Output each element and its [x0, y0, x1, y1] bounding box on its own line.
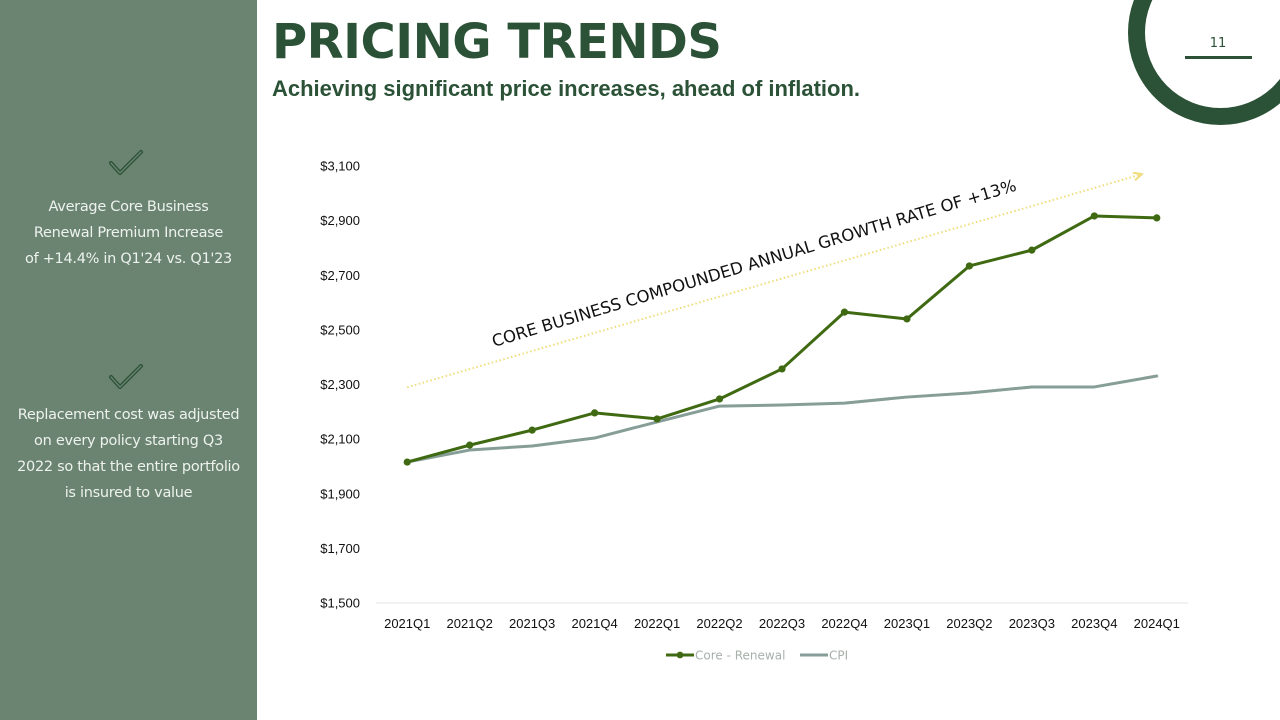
- y-axis: $1,500 $1,700 $1,900 $2,100 $2,300 $2,500 $2,7…: [320, 159, 360, 611]
- legend-label-cpi: CPI: [829, 649, 848, 663]
- page-number: 11: [1209, 36, 1227, 51]
- core-renewal-point: [591, 409, 599, 417]
- checkmark-icon: [109, 364, 143, 389]
- note-line: 2022 so that the entire portfolio: [17, 459, 240, 475]
- y-tick-label: $1,500: [320, 596, 360, 611]
- core-renewal-point: [778, 365, 786, 373]
- sidebar-note-premium-increase: Average Core Business Renewal Premium In…: [10, 194, 247, 272]
- note-line: is insured to value: [64, 485, 193, 501]
- core-renewal-point: [903, 315, 911, 323]
- y-tick-label: $3,100: [320, 159, 360, 174]
- y-tick-label: $1,900: [320, 486, 360, 501]
- x-tick-label: 2023Q1: [884, 616, 930, 631]
- series-line-cpi: [405, 374, 1159, 464]
- cagr-annotation-text: CORE BUSINESS COMPOUNDED ANNUAL GROWTH R…: [490, 176, 1019, 351]
- x-tick-label: 2023Q3: [1009, 616, 1055, 631]
- core-renewal-point: [466, 441, 474, 449]
- x-tick-label: 2022Q3: [759, 616, 805, 631]
- core-renewal-point: [1028, 246, 1036, 254]
- note-line: Renewal Premium Increase: [33, 225, 224, 241]
- note-line: of +14.4% in Q1'24 vs. Q1'23: [25, 251, 232, 267]
- series-group: [403, 212, 1161, 466]
- core-renewal-point: [715, 395, 724, 403]
- y-tick-label: $1,700: [320, 541, 360, 556]
- trend-arrow-line: [406, 173, 1143, 389]
- page-subtitle: Achieving significant price increases, a…: [272, 76, 861, 101]
- sidebar-panel: Average Core Business Renewal Premium In…: [0, 0, 257, 720]
- x-tick-label: 2023Q4: [1071, 616, 1117, 631]
- core-renewal-point: [1090, 212, 1098, 220]
- core-renewal-point: [965, 262, 973, 270]
- x-tick-label: 2021Q3: [509, 616, 555, 631]
- x-tick-label: 2022Q4: [821, 616, 867, 631]
- trend-annotation: CORE BUSINESS COMPOUNDED ANNUAL GROWTH R…: [406, 171, 1144, 389]
- checkmark-icon: [109, 150, 143, 175]
- y-tick-label: $2,900: [320, 213, 360, 228]
- x-tick-label: 2021Q1: [384, 616, 430, 631]
- note-line: on every policy starting Q3: [34, 433, 223, 449]
- legend-core-marker: [676, 651, 684, 659]
- core-renewal-point: [653, 415, 661, 423]
- x-tick-label: 2022Q1: [634, 616, 680, 631]
- core-renewal-point: [840, 308, 849, 316]
- note-line: Average Core Business: [48, 199, 209, 215]
- x-tick-label: 2021Q4: [571, 616, 617, 631]
- y-tick-label: $2,300: [320, 377, 360, 392]
- x-axis: 2021Q1 2021Q2 2021Q3 2021Q4 2022Q1 2022Q2 2022…: [384, 616, 1180, 631]
- legend: Core - Renewal CPI: [666, 649, 848, 663]
- sidebar-note-replacement-cost: Replacement cost was adjusted on every p…: [10, 402, 247, 506]
- y-tick-label: $2,100: [320, 432, 360, 447]
- x-tick-label: 2023Q2: [946, 616, 992, 631]
- core-renewal-point: [1153, 214, 1161, 222]
- note-line: Replacement cost was adjusted: [17, 407, 240, 423]
- x-tick-label: 2024Q1: [1134, 616, 1180, 631]
- x-tick-label: 2022Q2: [696, 616, 742, 631]
- legend-label-core-renewal: Core - Renewal: [695, 649, 785, 663]
- x-tick-label: 2021Q2: [447, 616, 493, 631]
- y-tick-label: $2,700: [320, 268, 360, 283]
- page-title: PRICING TRENDS: [272, 14, 722, 70]
- core-renewal-point: [528, 426, 536, 434]
- trend-arrow-head: [1132, 171, 1144, 181]
- core-renewal-point: [403, 458, 411, 466]
- page-number-rule: [1185, 56, 1252, 59]
- y-tick-label: $2,500: [320, 322, 360, 337]
